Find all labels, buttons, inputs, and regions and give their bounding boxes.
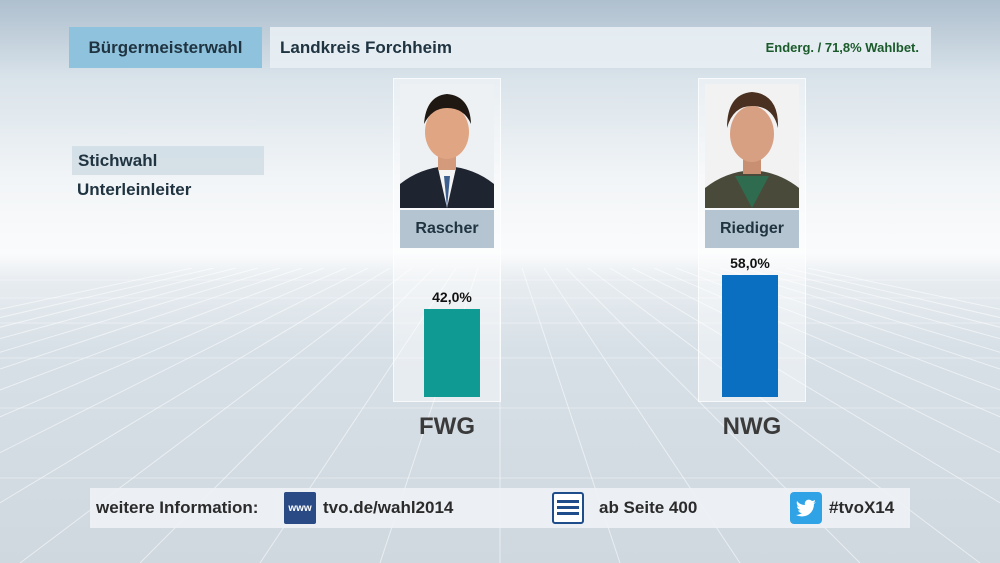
teletext-icon (552, 492, 584, 524)
info-footer: weitere Information: www tvo.de/wahl2014… (90, 488, 910, 528)
bar-fwg (424, 308, 480, 397)
bar-value-label-nwg: 58,0% (730, 255, 770, 272)
municipality-label: Unterleinleiter (77, 180, 192, 199)
footer-intro: weitere Information: (96, 498, 259, 517)
candidate-photo-1 (400, 84, 494, 208)
party-label-fwg: FWG (419, 413, 475, 440)
twitter-hashtag[interactable]: #tvoX14 (829, 498, 895, 517)
header-bar: Landkreis Forchheim Enderg. / 71,8% Wahl… (270, 27, 931, 68)
web-link[interactable]: tvo.de/wahl2014 (323, 498, 454, 517)
candidate-name-2: Riediger (705, 210, 799, 248)
party-label-nwg: NWG (722, 413, 782, 440)
bar-nwg (722, 275, 778, 397)
election-type-label: Bürgermeisterwahl (69, 27, 262, 68)
www-icon: www (284, 492, 316, 524)
bar-value-label-fwg: 42,0% (432, 288, 472, 305)
candidate-name-1: Rascher (400, 210, 494, 248)
candidate-photo-2 (705, 84, 799, 208)
region-title: Landkreis Forchheim (280, 37, 452, 57)
twitter-icon (790, 492, 822, 524)
turnout-status: Enderg. / 71,8% Wahlbet. (765, 40, 919, 55)
teletext-page: ab Seite 400 (599, 498, 698, 517)
runoff-label: Stichwahl (72, 146, 264, 175)
